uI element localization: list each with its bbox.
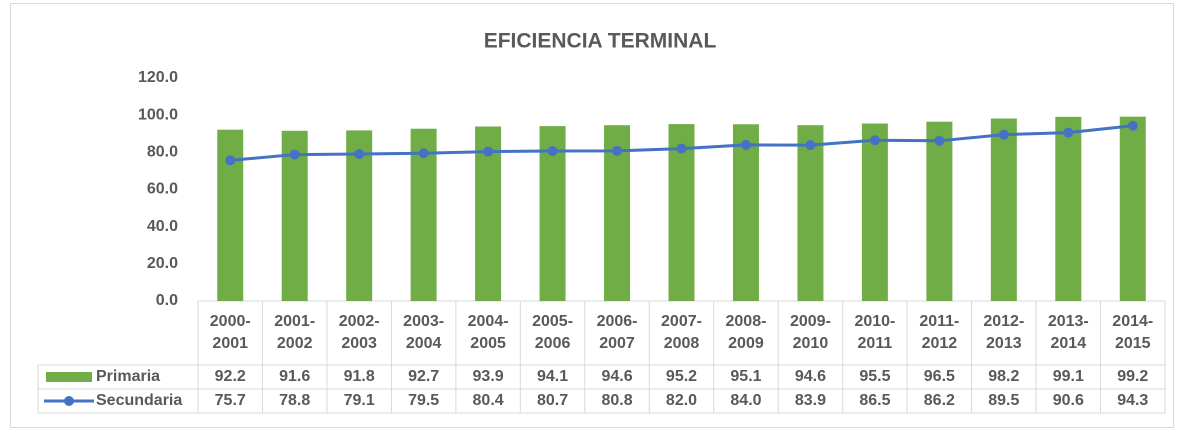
x-tick-label: 2008 — [664, 335, 700, 352]
y-tick-label: 0.0 — [156, 292, 178, 309]
table-value: 83.9 — [795, 392, 826, 409]
y-tick-label: 40.0 — [147, 218, 178, 235]
x-tick-label: 2005- — [532, 313, 573, 330]
x-tick-label: 2009 — [728, 335, 764, 352]
legend-label: Secundaria — [96, 392, 182, 409]
x-tick-label: 2006 — [535, 335, 571, 352]
point — [998, 129, 1009, 140]
table-value: 78.8 — [279, 392, 310, 409]
y-tick-label: 20.0 — [147, 255, 178, 272]
table-value: 92.2 — [215, 368, 246, 385]
x-tick-label: 2007- — [661, 313, 702, 330]
point — [612, 145, 623, 156]
x-tick-label: 2004- — [468, 313, 509, 330]
y-tick-label: 100.0 — [138, 106, 178, 123]
x-tick-label: 2003- — [403, 313, 444, 330]
table-value: 80.7 — [537, 392, 568, 409]
point — [289, 149, 300, 160]
point — [483, 146, 494, 157]
y-tick-label: 80.0 — [147, 144, 178, 161]
y-tick-label: 120.0 — [138, 69, 178, 86]
point — [934, 135, 945, 146]
x-tick-label: 2015 — [1115, 335, 1151, 352]
table-value: 91.6 — [279, 368, 310, 385]
table-value: 86.5 — [859, 392, 890, 409]
x-tick-label: 2011- — [919, 313, 959, 330]
x-tick-label: 2002 — [277, 335, 313, 352]
y-tick-label: 60.0 — [147, 181, 178, 198]
point — [547, 146, 558, 157]
table-value: 95.1 — [730, 368, 761, 385]
x-tick-label: 2011 — [858, 335, 893, 352]
table-value: 84.0 — [730, 392, 761, 409]
x-tick-label: 2012 — [922, 335, 958, 352]
point — [805, 140, 816, 151]
x-tick-label: 2014- — [1112, 313, 1153, 330]
table-value: 93.9 — [473, 368, 504, 385]
table-value: 80.8 — [601, 392, 632, 409]
table-value: 86.2 — [924, 392, 955, 409]
point — [676, 143, 687, 154]
table-value: 95.5 — [859, 368, 890, 385]
table-value: 80.4 — [473, 392, 504, 409]
table-value: 94.6 — [601, 368, 632, 385]
table-value: 92.7 — [408, 368, 439, 385]
bar — [990, 118, 1017, 302]
table-value: 79.1 — [344, 392, 375, 409]
table-value: 75.7 — [215, 392, 246, 409]
x-tick-label: 2003 — [341, 335, 377, 352]
table-value: 82.0 — [666, 392, 697, 409]
point — [354, 149, 365, 160]
table-value: 95.2 — [666, 368, 697, 385]
x-tick-label: 2009- — [790, 313, 831, 330]
x-tick-label: 2012- — [983, 313, 1024, 330]
bar — [797, 125, 824, 302]
bar — [1119, 116, 1146, 301]
table-value: 96.5 — [924, 368, 955, 385]
table-value: 99.1 — [1053, 368, 1084, 385]
x-tick-label: 2001- — [274, 313, 315, 330]
chart-title: EFICIENCIA TERMINAL — [484, 30, 717, 53]
table-value: 94.6 — [795, 368, 826, 385]
x-tick-label: 2001 — [212, 335, 248, 352]
table-value: 98.2 — [988, 368, 1019, 385]
x-tick-label: 2014 — [1051, 335, 1087, 352]
point — [869, 135, 880, 146]
table-value: 99.2 — [1117, 368, 1148, 385]
point — [740, 139, 751, 150]
chart-border — [10, 3, 1174, 428]
x-tick-label: 2002- — [339, 313, 380, 330]
x-tick-label: 2013- — [1048, 313, 1089, 330]
table-value: 90.6 — [1053, 392, 1084, 409]
bar — [732, 124, 759, 302]
x-tick-label: 2006- — [597, 313, 638, 330]
x-tick-label: 2000- — [210, 313, 251, 330]
bar — [861, 123, 888, 301]
point — [1063, 127, 1074, 138]
bar — [1055, 116, 1082, 301]
table-value: 94.1 — [537, 368, 568, 385]
x-tick-label: 2005 — [470, 335, 506, 352]
x-tick-label: 2007 — [599, 335, 635, 352]
bar — [926, 121, 953, 301]
x-tick-label: 2008- — [726, 313, 767, 330]
legend-swatch — [46, 372, 92, 382]
table-value: 79.5 — [408, 392, 439, 409]
legend-marker — [64, 396, 74, 406]
x-tick-label: 2004 — [406, 335, 442, 352]
x-tick-label: 2010- — [854, 313, 895, 330]
table-value: 89.5 — [988, 392, 1019, 409]
point — [1127, 120, 1138, 131]
table-value: 94.3 — [1117, 392, 1148, 409]
legend-label: Primaria — [96, 368, 160, 385]
table-value: 91.8 — [344, 368, 375, 385]
x-tick-label: 2013 — [986, 335, 1022, 352]
x-tick-label: 2010 — [793, 335, 829, 352]
point — [418, 148, 429, 159]
point — [225, 155, 236, 166]
